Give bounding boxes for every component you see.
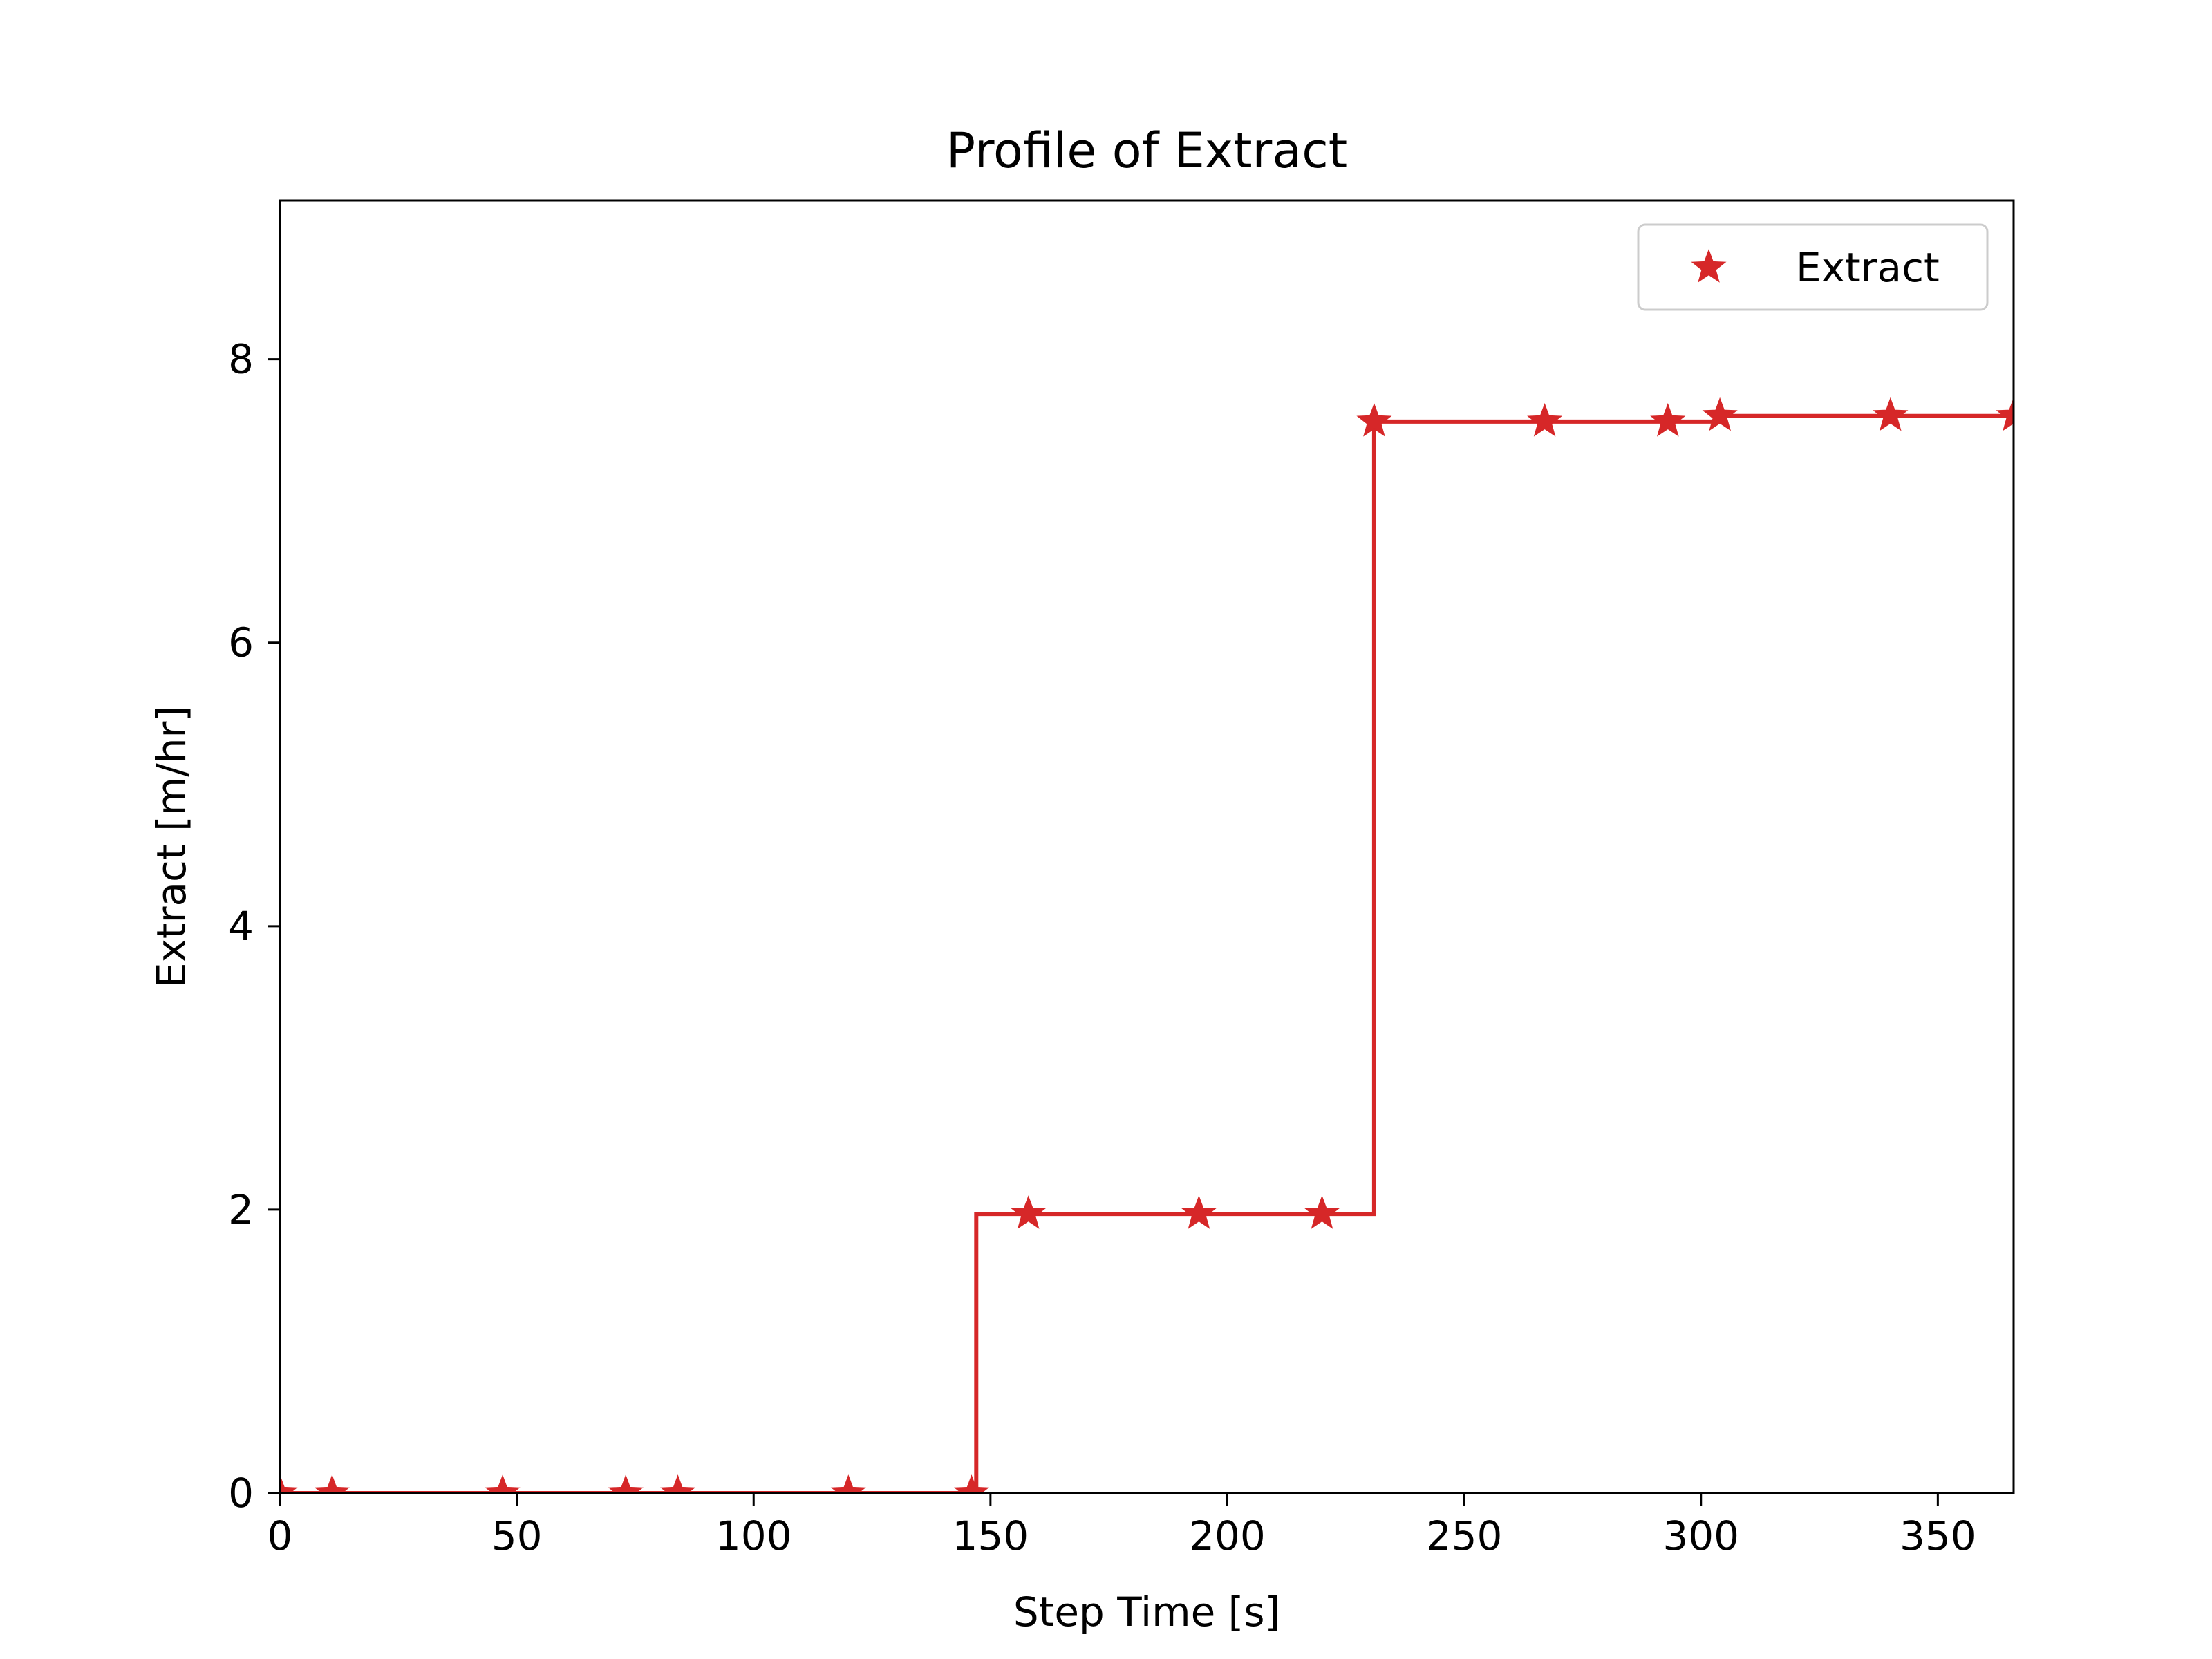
legend: Extract — [1637, 223, 1989, 311]
axes: 0 50 100 150 200 250 300 350 0 2 4 6 8 — [228, 199, 2015, 1559]
data-point-star — [1181, 1195, 1217, 1229]
data-point-star — [1356, 403, 1392, 437]
plot-area — [280, 397, 2014, 1493]
x-axis-title: Step Time [s] — [1013, 1588, 1280, 1635]
data-point-star — [280, 1474, 298, 1493]
x-tick-label: 50 — [491, 1512, 543, 1559]
x-tick-label: 200 — [1189, 1512, 1266, 1559]
data-point-star — [1873, 397, 1909, 431]
data-point-star — [953, 1474, 990, 1493]
x-tick-label: 300 — [1662, 1512, 1739, 1559]
data-point-star — [314, 1474, 350, 1493]
data-point-star — [1011, 1195, 1047, 1229]
x-tick-label: 0 — [268, 1512, 293, 1559]
data-point-star — [1996, 397, 2014, 431]
x-tick-label: 250 — [1426, 1512, 1503, 1559]
x-tick-label: 100 — [715, 1512, 792, 1559]
data-point-star — [608, 1474, 644, 1493]
legend-marker-star — [1691, 249, 1727, 283]
legend-label: Extract — [1796, 244, 1940, 291]
data-point-star — [1650, 403, 1686, 437]
legend-box — [1637, 223, 1989, 311]
plot-frame — [279, 199, 2015, 1494]
data-point-star — [485, 1474, 521, 1493]
chart-title: Profile of Extract — [946, 122, 1347, 179]
series-line-extract — [280, 413, 2014, 1493]
y-tick-label: 6 — [228, 619, 254, 666]
data-point-star — [660, 1474, 696, 1493]
x-tick-label: 350 — [1900, 1512, 1976, 1559]
y-axis-title: Extract [m/hr] — [148, 706, 195, 988]
data-point-star — [1702, 397, 1738, 431]
data-point-star — [1527, 403, 1563, 437]
data-point-star — [1304, 1195, 1340, 1229]
y-tick-label: 4 — [228, 903, 254, 950]
y-tick-label: 8 — [228, 336, 254, 383]
y-tick-label: 2 — [228, 1186, 254, 1233]
x-tick-label: 150 — [953, 1512, 1029, 1559]
y-tick-label: 0 — [228, 1470, 254, 1517]
data-point-star — [830, 1474, 866, 1493]
